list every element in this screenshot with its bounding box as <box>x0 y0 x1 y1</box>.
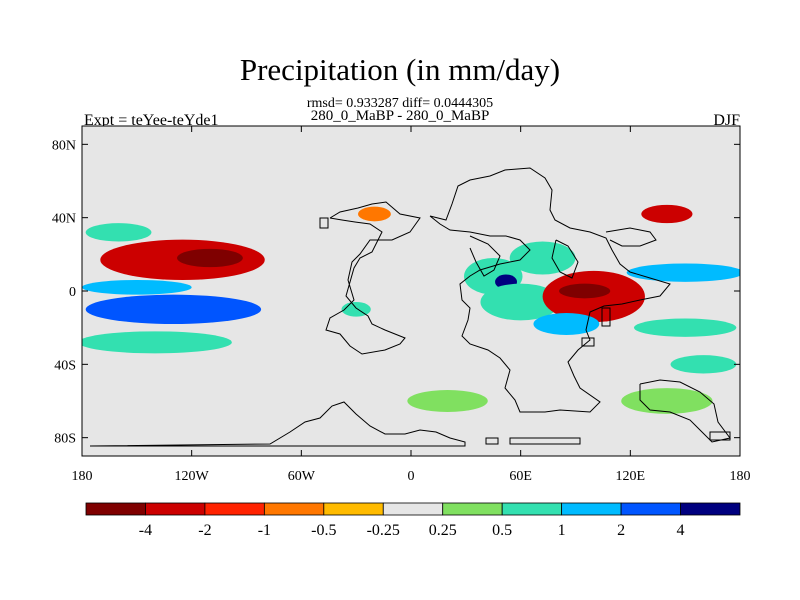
colorbar-swatch <box>323 502 384 516</box>
anomaly-region <box>626 263 740 282</box>
anomaly-region <box>641 204 693 224</box>
colorbar-swatch <box>561 502 622 516</box>
chart-stats: rmsd= 0.933287 diff= 0.0444305 <box>306 96 494 111</box>
y-axis: 80N 40N 0 40S 80S <box>52 138 740 447</box>
y-tick-label: 0 <box>69 285 76 300</box>
chart-subtitle: 280_0_MaBP - 280_0_MaBP <box>310 108 490 124</box>
x-tick-label: 60W <box>288 469 316 484</box>
anomaly-region <box>533 313 600 335</box>
continent-outline-antarctica <box>89 401 466 447</box>
anomaly-region <box>357 206 391 222</box>
colorbar-swatch <box>145 502 206 516</box>
x-tick-label: 120E <box>616 469 646 484</box>
x-tick-label: 180 <box>730 469 751 484</box>
colorbar-swatch <box>442 502 503 516</box>
x-tick-label: 120W <box>175 469 210 484</box>
island-outline <box>581 337 595 347</box>
anomaly-region <box>407 390 488 412</box>
experiment-label: Expt = teYee-teYde1 <box>84 112 219 129</box>
x-tick-label: 60E <box>509 469 532 484</box>
season-label: DJF <box>713 112 740 129</box>
anomaly-region <box>82 331 232 354</box>
colorbar-level-label: -2 <box>198 522 211 539</box>
x-tick-label: 180 <box>72 469 93 484</box>
colorbar-level-label: 1 <box>558 522 566 539</box>
island-outline <box>509 437 581 445</box>
anomaly-region <box>509 241 576 275</box>
y-tick-label: 40N <box>52 212 76 227</box>
anomaly-layer <box>82 204 740 414</box>
colorbar-level-label: 2 <box>617 522 625 539</box>
colorbar: -4 -2 -1 -0.5 -0.25 0.25 0.5 1 2 4 <box>85 502 741 539</box>
colorbar-swatch <box>85 502 146 516</box>
anomaly-region <box>670 355 737 374</box>
anomaly-region <box>621 388 713 414</box>
colorbar-swatch <box>620 502 681 516</box>
x-axis: 180 120W 60W 0 60E 120E 180 <box>72 126 751 484</box>
continent-outlines <box>89 167 731 447</box>
y-tick-label: 80S <box>54 432 76 447</box>
anomaly-region <box>177 248 243 268</box>
anomaly-region <box>480 283 561 321</box>
colorbar-level-label: -1 <box>258 522 271 539</box>
continent-outline-afro-eurasia <box>429 167 671 413</box>
colorbar-level-label: -0.25 <box>367 522 400 539</box>
continent-outline-arabia <box>469 235 501 277</box>
colorbar-swatch <box>501 502 563 516</box>
colorbar-swatch <box>680 502 741 516</box>
colorbar-level-label: -4 <box>139 522 152 539</box>
colorbar-swatch <box>382 502 444 516</box>
chart-title: Precipitation (in mm/day) <box>239 52 561 87</box>
continent-outline-americas <box>325 201 421 355</box>
colorbar-level-label: 4 <box>677 522 685 539</box>
x-tick-label: 0 <box>408 469 415 484</box>
anomaly-region <box>85 223 152 242</box>
colorbar-level-label: -0.5 <box>311 522 336 539</box>
anomaly-region <box>82 280 192 295</box>
colorbar-swatch <box>204 502 265 516</box>
anomaly-region <box>85 294 262 325</box>
island-outline <box>485 437 499 445</box>
anomaly-region <box>559 283 611 299</box>
colorbar-level-label: 0.5 <box>492 522 512 539</box>
anomaly-region <box>633 318 737 337</box>
continent-outline-india <box>551 239 579 279</box>
y-tick-label: 80N <box>52 138 76 153</box>
colorbar-swatch <box>263 502 325 516</box>
y-tick-label: 40S <box>54 358 76 373</box>
island-outline <box>709 431 731 441</box>
island-outline <box>601 307 611 327</box>
colorbar-level-label: 0.25 <box>429 522 457 539</box>
continent-outline-east-asia <box>605 227 657 247</box>
island-outline <box>319 217 329 229</box>
